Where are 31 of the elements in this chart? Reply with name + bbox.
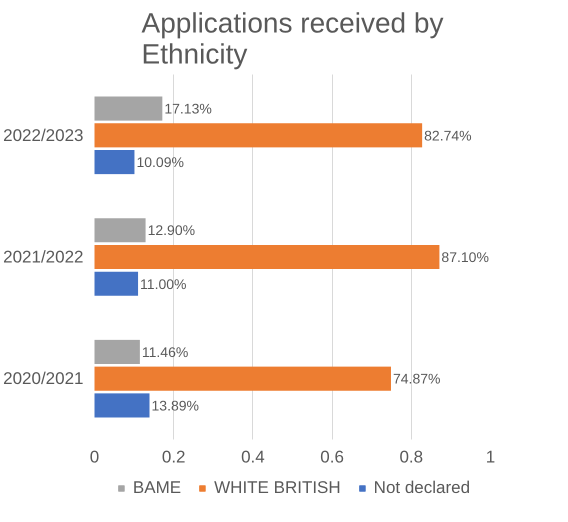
chart-title: Applications received by Ethnicity [142,8,444,70]
data-label: 12.90% [148,222,196,238]
bar [94,340,140,364]
bar [94,96,162,121]
legend-label: Not declared [374,478,470,498]
legend-label: WHITE BRITISH [214,478,341,498]
bar [94,272,138,296]
legend-label: BAME [132,478,182,498]
bar [94,393,150,418]
x-tick-label: 0.2 [162,448,186,466]
x-tick-label: 1 [486,448,496,466]
y-tick-label: 2021/2022 [3,248,84,266]
x-tick-label: 0.6 [320,448,344,466]
bar [94,366,391,391]
data-label: 17.13% [164,100,212,117]
data-label: 11.00% [140,276,187,292]
data-label: 82.74% [424,127,472,144]
x-tick-label: 0.8 [399,448,424,466]
bar [94,123,422,148]
y-tick-label: 2020/2021 [3,369,84,388]
bar [94,218,146,242]
x-tick-label: 0.4 [241,448,265,466]
x-tick-label: 0 [90,448,100,466]
data-label: 11.46% [142,344,188,360]
y-tick-label: 2022/2023 [3,126,84,145]
bar [94,244,440,270]
bar [94,150,134,174]
data-label: 74.87% [392,370,440,387]
data-label: 13.89% [152,397,199,414]
data-label: 87.10% [441,249,489,265]
data-label: 10.09% [136,154,184,170]
